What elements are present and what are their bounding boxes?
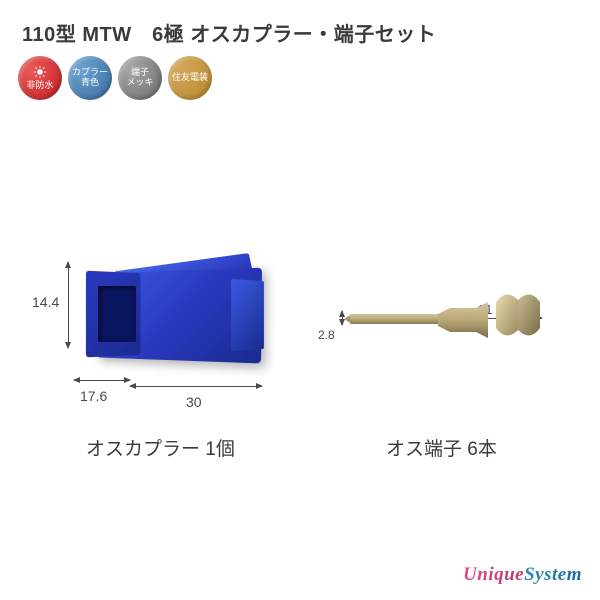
badge-terminal-plating: 端子 メッキ — [118, 56, 162, 100]
dim-depth: 17.6 — [80, 388, 107, 404]
coupler-illustration — [90, 250, 260, 360]
badge-manufacturer: 住友電装 — [168, 56, 212, 100]
brand-logo: UniqueSystem — [463, 564, 582, 586]
coupler-caption: オスカプラー 1個 — [86, 434, 235, 461]
badge-waterproof: 非防水 — [18, 56, 62, 100]
badge-line2: 青色 — [81, 78, 99, 88]
logo-part2: System — [524, 564, 582, 585]
badge-row: 非防水 カプラー 青色 端子 メッキ 住友電装 — [18, 56, 212, 100]
dim-pinwidth: 2.8 — [318, 328, 335, 342]
terminal-pin — [350, 314, 440, 324]
dim-width: 30 — [186, 394, 202, 410]
badge-label: 非防水 — [26, 81, 53, 91]
terminal-crimp — [438, 302, 498, 338]
coupler-socket-hole — [98, 286, 136, 342]
terminal-illustration — [350, 290, 550, 350]
dim-line-pinwidth — [342, 311, 343, 325]
terminal-wings — [492, 290, 544, 340]
coupler-fin — [231, 279, 264, 351]
dim-line-height — [68, 262, 69, 348]
terminal-caption: オス端子 6本 — [386, 434, 497, 461]
terminal-block: 2.8 21 — [320, 210, 580, 490]
dim-line-depth — [74, 380, 130, 381]
product-area: 14.4 17.6 30 オスカプラー 1個 2.8 21 — [0, 150, 600, 520]
badge-label: 住友電装 — [172, 73, 208, 83]
badge-coupler-color: カプラー 青色 — [68, 56, 112, 100]
sun-icon — [33, 65, 47, 79]
dim-line-width — [130, 386, 262, 387]
badge-line2: メッキ — [126, 78, 153, 88]
coupler-block: 14.4 17.6 30 オスカプラー 1個 — [30, 190, 310, 490]
product-title: 110型 MTW 6極 オスカプラー・端子セット — [22, 18, 436, 47]
logo-part1: Unique — [463, 564, 524, 585]
dim-height: 14.4 — [32, 294, 59, 310]
